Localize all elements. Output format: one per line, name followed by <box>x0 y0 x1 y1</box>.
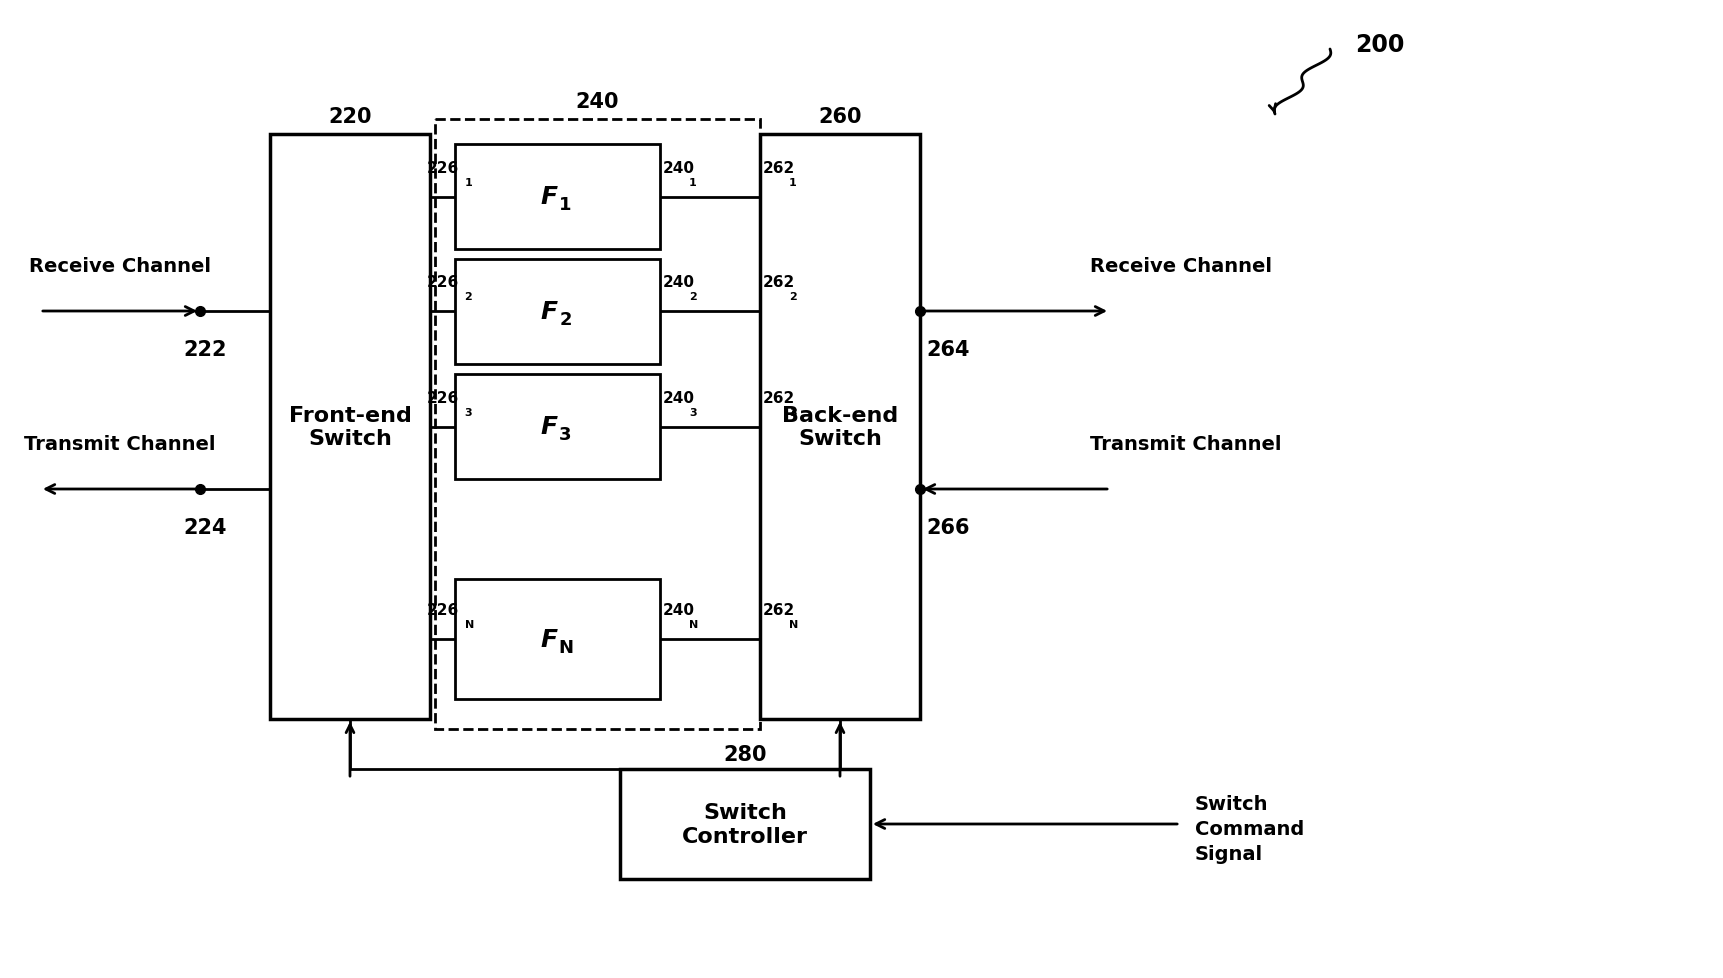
Text: 240: 240 <box>663 390 694 406</box>
Bar <box>455 579 660 699</box>
Text: 222: 222 <box>183 339 227 360</box>
Text: Front-end
Switch: Front-end Switch <box>288 406 412 449</box>
Bar <box>455 145 660 249</box>
Text: 280: 280 <box>724 744 767 764</box>
Text: 240: 240 <box>575 92 619 111</box>
Text: 3: 3 <box>465 408 472 418</box>
Text: Receive Channel: Receive Channel <box>1091 257 1272 276</box>
Text: 260: 260 <box>818 107 862 127</box>
Text: 2: 2 <box>465 291 472 301</box>
Text: 2: 2 <box>789 291 796 301</box>
Text: 1: 1 <box>560 197 572 214</box>
Text: F: F <box>541 185 558 209</box>
Bar <box>434 120 760 730</box>
Text: 262: 262 <box>763 602 796 617</box>
Text: 1: 1 <box>689 178 696 188</box>
Text: 226: 226 <box>426 390 458 406</box>
Bar <box>455 260 660 365</box>
Text: Receive Channel: Receive Channel <box>29 257 210 276</box>
Text: 262: 262 <box>763 160 796 176</box>
Text: Transmit Channel: Transmit Channel <box>1091 435 1282 454</box>
Text: Back-end
Switch: Back-end Switch <box>782 406 898 449</box>
Text: 3: 3 <box>689 408 696 418</box>
Text: 1: 1 <box>789 178 796 188</box>
Text: Signal: Signal <box>1196 845 1263 864</box>
Text: 262: 262 <box>763 390 796 406</box>
Bar <box>620 770 870 879</box>
Text: N: N <box>789 619 798 630</box>
Text: Switch
Controller: Switch Controller <box>682 803 808 846</box>
Bar <box>271 135 431 719</box>
Text: 3: 3 <box>789 408 796 418</box>
Text: Switch: Switch <box>1196 795 1268 814</box>
Text: F: F <box>541 300 558 324</box>
Text: 224: 224 <box>183 517 227 538</box>
Text: 1: 1 <box>465 178 472 188</box>
Text: 3: 3 <box>560 426 572 444</box>
Text: 226: 226 <box>426 602 458 617</box>
Text: 226: 226 <box>426 160 458 176</box>
Text: 220: 220 <box>329 107 372 127</box>
Text: Transmit Channel: Transmit Channel <box>24 435 215 454</box>
Text: 200: 200 <box>1354 33 1404 57</box>
Bar <box>455 375 660 479</box>
Text: F: F <box>541 415 558 439</box>
Text: N: N <box>558 639 574 656</box>
Text: N: N <box>689 619 698 630</box>
Text: 2: 2 <box>560 311 572 330</box>
Text: F: F <box>541 627 558 651</box>
Bar <box>760 135 920 719</box>
Text: 266: 266 <box>927 517 970 538</box>
Text: 240: 240 <box>663 275 694 289</box>
Text: N: N <box>465 619 474 630</box>
Text: 2: 2 <box>689 291 696 301</box>
Text: Command: Command <box>1196 820 1304 839</box>
Text: 264: 264 <box>927 339 970 360</box>
Text: 240: 240 <box>663 602 694 617</box>
Text: 226: 226 <box>426 275 458 289</box>
Text: 240: 240 <box>663 160 694 176</box>
Text: 262: 262 <box>763 275 796 289</box>
